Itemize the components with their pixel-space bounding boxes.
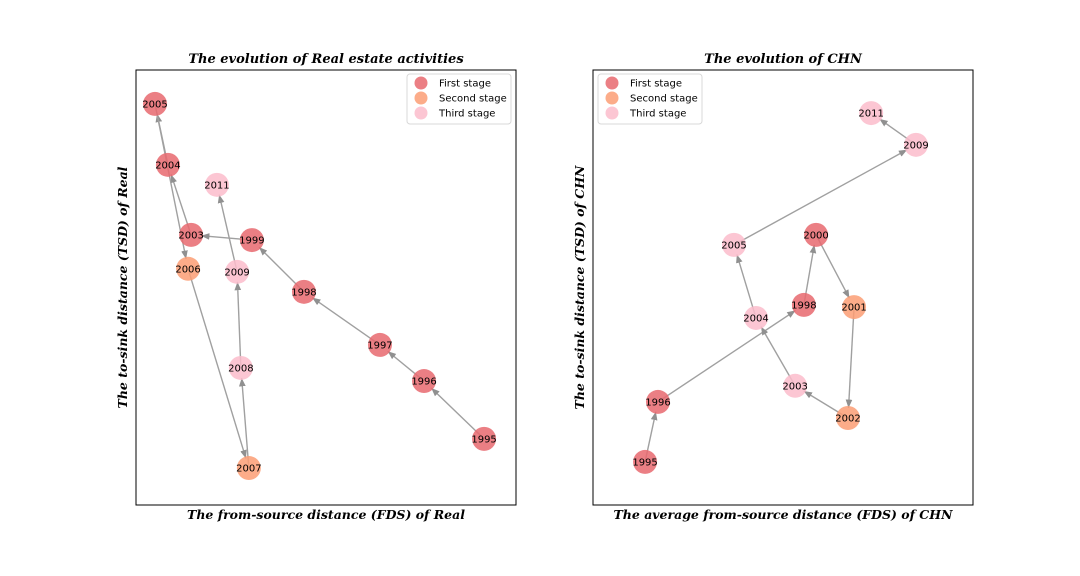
plot-frame — [135, 69, 517, 506]
node-2002 — [835, 406, 860, 430]
node-label-2007: 2007 — [236, 464, 261, 475]
edge-1997-1998 — [311, 297, 381, 346]
edge-2007-2008 — [238, 377, 250, 469]
node-2003 — [783, 373, 808, 398]
node-2011 — [859, 101, 884, 126]
legend-label-first: First stage — [630, 79, 682, 90]
chart-panel-2: The evolution of CHN The average from-sou… — [572, 52, 974, 522]
node-label-1999: 1999 — [239, 236, 264, 247]
node-label-1995: 1995 — [471, 434, 496, 445]
x-axis-label: The average from-source distance (FDS) o… — [614, 507, 954, 522]
edge-2005-2009 — [733, 149, 908, 246]
node-label-2009: 2009 — [224, 267, 249, 278]
node-label-2005: 2005 — [721, 240, 746, 251]
node-label-2009: 2009 — [903, 140, 928, 151]
node-2008 — [228, 355, 253, 380]
node-1998 — [791, 292, 816, 317]
edge-1996-1998 — [657, 309, 796, 403]
node-label-2006: 2006 — [175, 264, 200, 275]
legend: First stage Second stage Third stage — [406, 73, 512, 125]
legend: First stage Second stage Third stage — [597, 73, 703, 125]
node-1995 — [633, 449, 658, 474]
node-1996 — [645, 389, 670, 414]
edge-2006-2007 — [187, 268, 247, 459]
node-label-2004: 2004 — [155, 160, 180, 171]
legend-label-second: Second stage — [630, 94, 698, 105]
legend-marker-first — [414, 76, 428, 90]
legend-marker-first — [605, 76, 619, 90]
y-axis-label: The to-sink distance (TSD) of Real — [115, 166, 130, 408]
node-label-1998: 1998 — [791, 300, 816, 311]
legend-marker-third — [414, 106, 428, 120]
node-1995 — [472, 426, 497, 451]
node-label-1997: 1997 — [367, 340, 392, 351]
node-2006 — [176, 256, 201, 281]
chart-title: The evolution of CHN — [704, 52, 863, 67]
node-1998 — [291, 279, 316, 304]
node-2009 — [904, 132, 928, 157]
legend-label-third: Third stage — [438, 109, 495, 120]
chart-panel-1: The evolution of Real estate activities T… — [115, 52, 517, 522]
node-label-2003: 2003 — [782, 381, 807, 392]
edge-2008-2009 — [234, 281, 242, 369]
node-1999 — [239, 228, 264, 253]
node-label-2000: 2000 — [803, 230, 828, 241]
node-2005 — [721, 232, 746, 257]
node-2004 — [744, 305, 769, 330]
node-label-2003: 2003 — [178, 230, 203, 241]
node-2001 — [842, 295, 867, 320]
x-axis-label: The from-source distance (FDS) of Real — [187, 507, 465, 522]
edge-2001-2002 — [845, 307, 855, 409]
node-label-1998: 1998 — [291, 287, 316, 298]
chart-title: The evolution of Real estate activities — [188, 52, 464, 67]
node-1997 — [367, 332, 392, 357]
legend-box — [597, 73, 703, 125]
node-2004 — [155, 152, 180, 177]
legend-label-first: First stage — [439, 79, 491, 90]
legend-label-second: Second stage — [439, 94, 507, 105]
legend-marker-second — [414, 91, 428, 105]
legend-marker-second — [605, 91, 619, 105]
node-2005 — [143, 91, 167, 116]
legend-marker-third — [605, 106, 619, 120]
node-2000 — [804, 222, 829, 247]
node-label-2002: 2002 — [835, 414, 860, 425]
node-1996 — [412, 369, 437, 394]
node-2009 — [225, 259, 250, 284]
node-label-2004: 2004 — [743, 313, 768, 324]
node-label-2011: 2011 — [204, 180, 229, 191]
node-label-2005: 2005 — [142, 99, 167, 110]
node-2003 — [179, 222, 204, 247]
edge-2009-2011 — [217, 194, 238, 272]
legend-box — [406, 73, 512, 125]
node-2007 — [236, 456, 261, 481]
node-2011 — [204, 172, 229, 197]
node-label-2011: 2011 — [858, 109, 883, 120]
node-label-1996: 1996 — [645, 397, 670, 408]
edge-1995-1996 — [430, 387, 485, 440]
node-label-1996: 1996 — [411, 377, 436, 388]
legend-label-third: Third stage — [629, 109, 686, 120]
node-label-2008: 2008 — [228, 363, 253, 374]
node-label-1995: 1995 — [632, 457, 657, 468]
y-axis-label: The to-sink distance (TSD) of CHN — [572, 165, 587, 409]
node-label-2001: 2001 — [841, 303, 866, 314]
